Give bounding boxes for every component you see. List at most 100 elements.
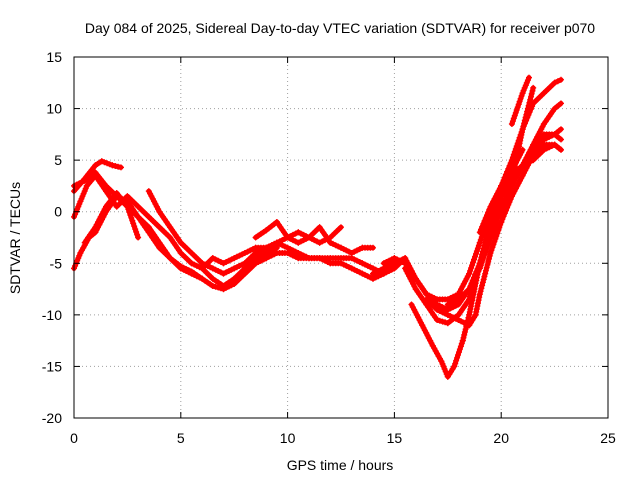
data-point	[497, 206, 504, 213]
data-point	[268, 247, 275, 254]
plot-area-border	[73, 56, 609, 419]
data-point	[496, 209, 503, 216]
data-point	[284, 244, 291, 251]
data-point	[292, 230, 299, 237]
data-point	[101, 159, 108, 166]
data-point	[460, 319, 467, 326]
data-point	[236, 262, 243, 269]
data-point	[524, 114, 531, 121]
y-tick-label: -5	[50, 255, 63, 271]
data-point	[502, 207, 509, 214]
data-point	[499, 180, 506, 187]
data-point	[470, 259, 476, 266]
chart-title: Day 084 of 2025, Sidereal Day-to-day VTE…	[85, 20, 595, 36]
data-point	[193, 273, 200, 280]
data-point	[468, 265, 475, 271]
y-tick-label: -10	[42, 307, 62, 323]
data-point	[444, 301, 451, 308]
series-track-19	[508, 74, 532, 127]
data-point	[128, 214, 135, 221]
series-track-15	[423, 84, 537, 329]
data-point	[482, 270, 489, 277]
series-track-18	[487, 141, 564, 241]
data-point	[263, 255, 270, 262]
data-point	[514, 104, 521, 111]
data-point	[528, 93, 534, 100]
data-point	[316, 239, 323, 246]
data-point	[514, 140, 521, 147]
data-point	[124, 203, 131, 210]
data-point	[476, 239, 483, 246]
data-point	[370, 275, 376, 282]
data-point	[558, 126, 564, 133]
data-point	[135, 234, 142, 241]
data-point	[478, 259, 485, 266]
data-point	[212, 256, 219, 263]
data-point	[289, 231, 296, 238]
data-point	[517, 95, 524, 102]
data-point	[453, 357, 460, 364]
data-point	[131, 223, 138, 230]
data-point	[506, 162, 513, 169]
data-point	[434, 317, 441, 323]
data-point	[284, 250, 291, 256]
data-point	[520, 123, 527, 130]
data-point	[499, 216, 506, 223]
data-point	[289, 237, 296, 244]
data-point	[265, 253, 272, 260]
data-point	[479, 223, 486, 230]
data-point	[477, 262, 484, 269]
data-point	[215, 268, 222, 274]
data-point	[348, 250, 355, 256]
data-point	[473, 248, 480, 255]
data-point	[388, 261, 395, 268]
data-point	[483, 245, 490, 252]
data-point	[434, 306, 441, 313]
data-point	[485, 258, 492, 265]
data-point	[273, 239, 280, 246]
data-point	[348, 265, 355, 272]
data-point	[490, 241, 497, 248]
data-point	[529, 103, 536, 110]
data-point	[528, 90, 535, 97]
series-track-17	[476, 76, 564, 236]
data-point	[126, 209, 133, 216]
data-point	[188, 260, 195, 267]
data-point	[479, 279, 486, 286]
data-point	[480, 276, 487, 283]
data-point	[495, 212, 502, 218]
data-point	[457, 343, 464, 350]
data-point	[212, 266, 219, 273]
data-point	[515, 101, 522, 108]
data-point	[525, 111, 532, 118]
data-point	[356, 269, 363, 276]
data-point	[504, 204, 511, 211]
data-point	[484, 212, 490, 219]
data-point	[543, 135, 550, 142]
data-point	[481, 273, 488, 280]
data-point	[324, 235, 331, 242]
data-point	[348, 255, 355, 262]
data-point	[289, 247, 296, 254]
data-point	[442, 319, 449, 326]
data-point	[501, 210, 508, 217]
data-point	[546, 133, 553, 140]
data-point	[461, 329, 468, 335]
data-point	[378, 266, 384, 273]
data-point	[485, 240, 492, 247]
data-point	[319, 238, 326, 245]
data-point	[508, 121, 515, 127]
series-track-6	[145, 188, 270, 277]
data-point	[125, 206, 132, 213]
data-point	[480, 220, 487, 227]
data-point	[115, 163, 122, 170]
data-point	[484, 242, 491, 249]
data-point	[292, 238, 299, 245]
data-point	[364, 262, 371, 269]
data-point	[372, 274, 379, 281]
data-point	[442, 310, 449, 317]
data-point	[241, 250, 248, 256]
data-point	[209, 255, 216, 262]
data-point	[193, 262, 200, 269]
